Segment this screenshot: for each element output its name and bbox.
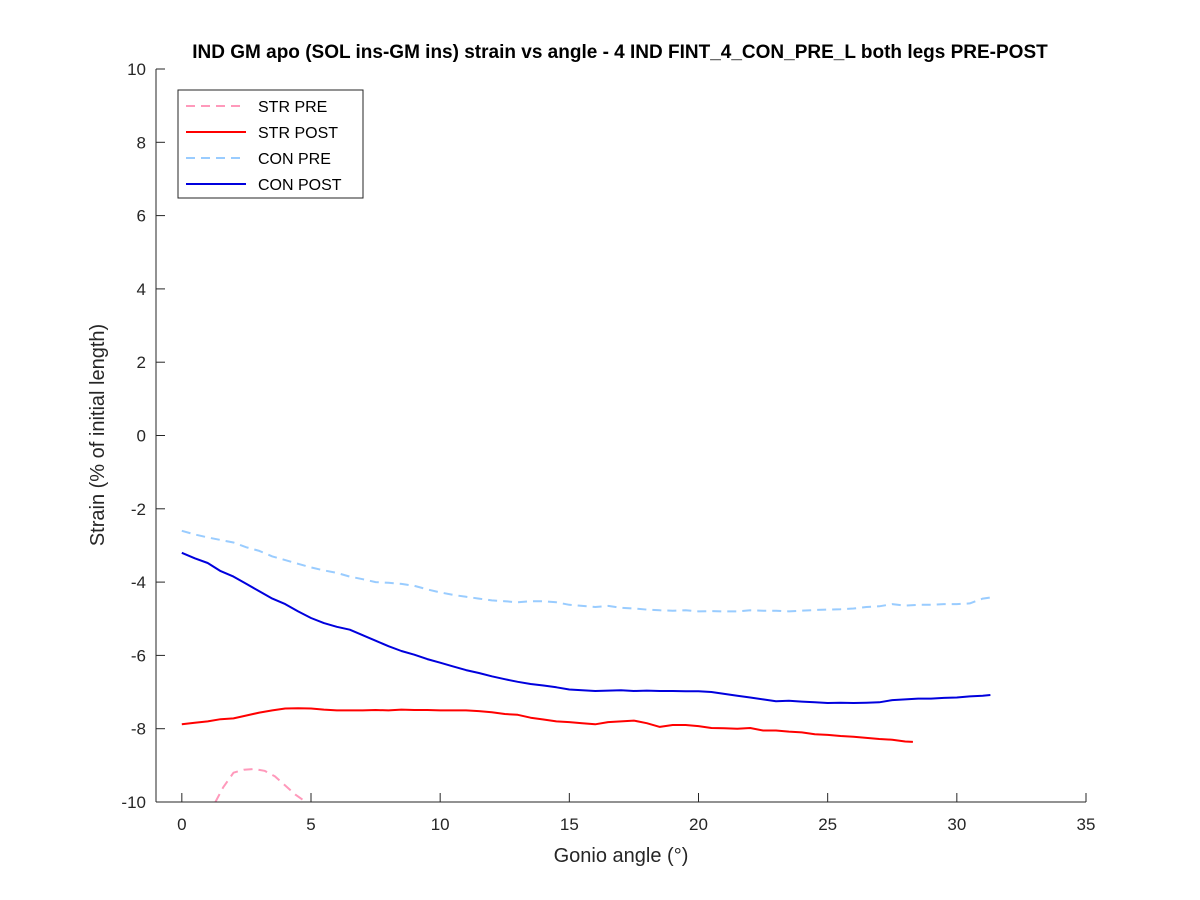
y-tick-label: 4 bbox=[137, 280, 146, 299]
legend-box bbox=[177, 89, 364, 199]
x-axis-label: Gonio angle (°) bbox=[554, 845, 689, 867]
y-tick-label: -8 bbox=[131, 720, 146, 739]
series-line-con-pre bbox=[181, 529, 991, 613]
x-tick-label: 30 bbox=[947, 815, 966, 834]
y-tick-label: -10 bbox=[121, 793, 146, 812]
x-tick-label: 0 bbox=[177, 815, 186, 834]
legend: STR PRE STR POST CON PRE CON POST bbox=[177, 89, 364, 199]
x-tick-label: 20 bbox=[689, 815, 708, 834]
x-tick-label: 35 bbox=[1077, 815, 1096, 834]
x-tick-label: 15 bbox=[560, 815, 579, 834]
y-tick-label: -6 bbox=[131, 646, 146, 665]
legend-label: CON PRE bbox=[258, 151, 331, 168]
x-tick-label: 5 bbox=[306, 815, 315, 834]
x-tick-label: 10 bbox=[431, 815, 450, 834]
y-tick-label: 2 bbox=[137, 353, 146, 372]
legend-label: STR POST bbox=[258, 125, 338, 142]
y-tick-label: 10 bbox=[127, 60, 146, 79]
legend-label: CON POST bbox=[258, 177, 342, 194]
y-tick-label: 6 bbox=[137, 207, 146, 226]
y-ticks: -10 -8 -6 -4 -2 0 2 4 6 8 10 bbox=[121, 60, 165, 812]
x-ticks: 0 5 10 15 20 25 30 35 bbox=[177, 793, 1095, 834]
y-tick-label: -2 bbox=[131, 500, 146, 519]
y-axis-label: Strain (% of initial length) bbox=[87, 324, 109, 546]
y-tick-label: -4 bbox=[131, 573, 146, 592]
series-layer bbox=[181, 529, 991, 802]
series-line-str-post bbox=[181, 707, 913, 743]
series-line-con-post bbox=[181, 551, 991, 704]
series-line-str-pre bbox=[214, 768, 307, 802]
x-tick-label: 25 bbox=[818, 815, 837, 834]
chart-title: IND GM apo (SOL ins-GM ins) strain vs an… bbox=[192, 42, 1048, 63]
legend-label: STR PRE bbox=[258, 99, 327, 116]
y-tick-label: 0 bbox=[137, 427, 146, 446]
y-tick-label: 8 bbox=[137, 133, 146, 152]
